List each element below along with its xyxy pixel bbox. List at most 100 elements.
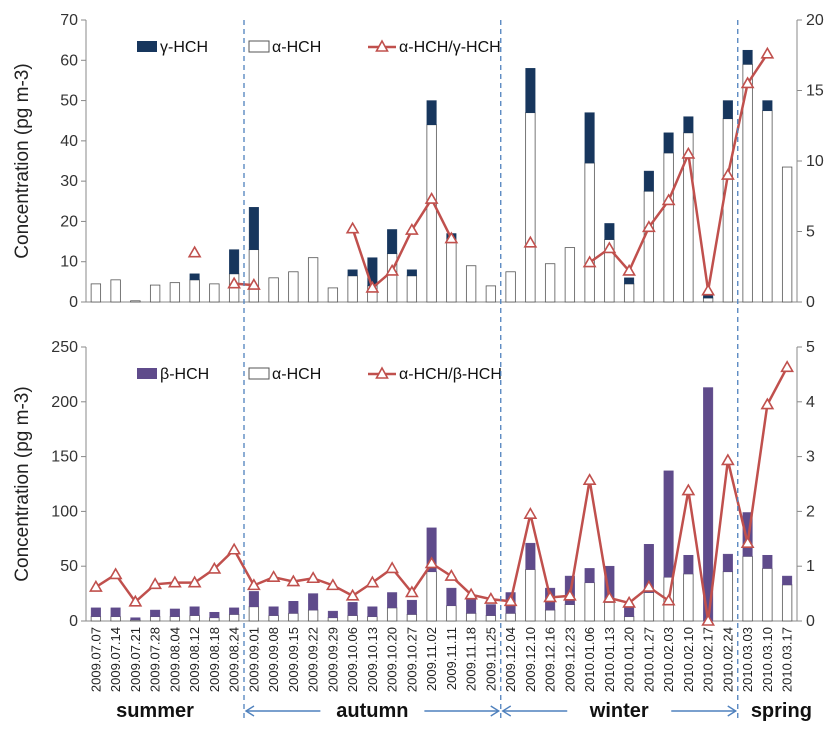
- legend-label-beta: β-HCH: [160, 366, 209, 383]
- date-tick-label: 2009.12.10: [523, 627, 538, 692]
- left-tick-label: 10: [60, 254, 78, 271]
- gamma-hch-bar: [525, 68, 536, 113]
- alpha-hch-bar: [623, 616, 635, 622]
- alpha-hch-bar: [406, 275, 418, 303]
- ratio-line: [351, 196, 453, 291]
- gamma-hch-bar: [229, 249, 240, 275]
- beta-hch-bar: [485, 604, 496, 616]
- alpha-hch-bar: [347, 615, 358, 622]
- ratio-point: [365, 575, 380, 588]
- date-tick-label: 2009.09.15: [286, 627, 301, 692]
- alpha-hch-bar: [742, 555, 753, 622]
- alpha-hch-bar: [683, 573, 694, 622]
- date-tick-label: 2009.09.08: [266, 627, 281, 692]
- date-tick-label: 2010.02.10: [681, 627, 696, 692]
- beta-hch-bar: [446, 587, 457, 606]
- legend-label-alpha: α-HCH: [272, 39, 321, 56]
- gamma-hch-bar: [722, 100, 733, 119]
- alpha-hch-bar: [169, 282, 181, 303]
- gamma-hch-bar: [347, 269, 358, 277]
- ratio-point: [641, 579, 656, 592]
- alpha-hch-bar: [169, 616, 181, 622]
- alpha-hch-bar: [465, 612, 477, 622]
- beta-hch-bar: [268, 606, 279, 616]
- ratio-point: [661, 193, 676, 206]
- beta-hch-bar: [130, 617, 141, 621]
- beta-hch-bar: [466, 598, 477, 614]
- beta-hch-bar: [169, 608, 180, 617]
- date-tick-label: 2009.11.02: [424, 627, 439, 691]
- left-tick-label: 60: [60, 52, 78, 69]
- alpha-hch-bar: [209, 283, 220, 303]
- legend-swatch-beta: [137, 368, 157, 379]
- ratio-line: [588, 53, 769, 291]
- alpha-hch-bar: [149, 616, 161, 622]
- gamma-hch-bar: [426, 100, 437, 125]
- ratio-point: [760, 397, 775, 410]
- alpha-hch-bar: [149, 284, 161, 303]
- alpha-hch-bar: [446, 241, 457, 303]
- ratio-point: [345, 221, 360, 234]
- left-tick-label: 20: [60, 213, 78, 230]
- alpha-hch-bar: [248, 606, 260, 622]
- ratio-point: [641, 220, 656, 233]
- legend-swatch-gamma: [137, 41, 157, 52]
- winter-arrow-head: [727, 705, 738, 717]
- alpha-hch-bar: [505, 612, 516, 622]
- y-axis-label: Concentration (pg m-3): [12, 386, 33, 581]
- alpha-hch-bar: [702, 297, 714, 303]
- date-tick-label: 2010.01.06: [582, 627, 597, 692]
- ratio-point: [444, 231, 459, 244]
- beta-hch-bar: [406, 599, 417, 615]
- ratio-point: [622, 263, 637, 276]
- alpha-hch-bar: [564, 247, 576, 303]
- season-label-spring: spring: [751, 700, 812, 722]
- beta-hch-bar: [288, 601, 299, 614]
- alpha-hch-bar: [248, 249, 260, 303]
- ratio-point: [306, 571, 321, 584]
- date-tick-label: 2009.10.06: [345, 627, 360, 692]
- ratio-point: [562, 588, 577, 601]
- alpha-hch-bar: [544, 263, 556, 303]
- y-axis-label: Concentration (pg m-3): [12, 63, 33, 258]
- season-label-winter: winter: [589, 700, 649, 722]
- date-tick-label: 2009.12.04: [503, 627, 518, 692]
- beta-hch-bar: [110, 607, 121, 617]
- beta-hch-bar: [308, 593, 319, 611]
- alpha-hch-bar: [762, 110, 773, 303]
- ratio-point: [227, 276, 242, 289]
- alpha-hch-bar: [584, 582, 595, 622]
- right-tick-label: 2: [806, 503, 815, 520]
- gamma-hch-bar: [248, 207, 259, 250]
- left-tick-label: 30: [60, 173, 78, 190]
- alpha-hch-bar: [564, 604, 576, 622]
- ratio-point: [582, 255, 597, 268]
- date-tick-label: 2009.11.18: [464, 627, 479, 691]
- date-tick-label: 2009.10.20: [385, 627, 400, 692]
- date-tick-label: 2009.11.25: [483, 627, 498, 691]
- gamma-hch-bar: [663, 132, 674, 154]
- alpha-hch-bar: [663, 152, 674, 303]
- left-tick-label: 150: [51, 449, 78, 466]
- ratio-point: [207, 561, 222, 574]
- alpha-hch-bar: [465, 265, 477, 303]
- alpha-hch-bar: [781, 584, 793, 622]
- right-tick-label: 10: [806, 153, 824, 170]
- left-tick-label: 0: [69, 613, 78, 630]
- ratio-point: [661, 593, 676, 606]
- alpha-hch-bar: [110, 616, 121, 622]
- alpha-hch-bar: [505, 271, 516, 303]
- alpha-hch-bar: [189, 279, 200, 303]
- alpha-hch-bar: [722, 118, 734, 303]
- beta-hch-bar: [229, 607, 240, 615]
- alpha-hch-bar: [110, 279, 121, 303]
- alpha-hch-bar: [268, 615, 279, 622]
- alpha-hch-bar: [268, 277, 279, 303]
- beta-hch-bar: [584, 568, 595, 583]
- ratio-point: [187, 245, 202, 258]
- alpha-hch-bar: [406, 614, 418, 622]
- right-tick-label: 5: [806, 339, 815, 356]
- alpha-hch-bar: [623, 283, 635, 303]
- date-tick-label: 2010.01.27: [641, 627, 656, 692]
- right-tick-label: 0: [806, 613, 815, 630]
